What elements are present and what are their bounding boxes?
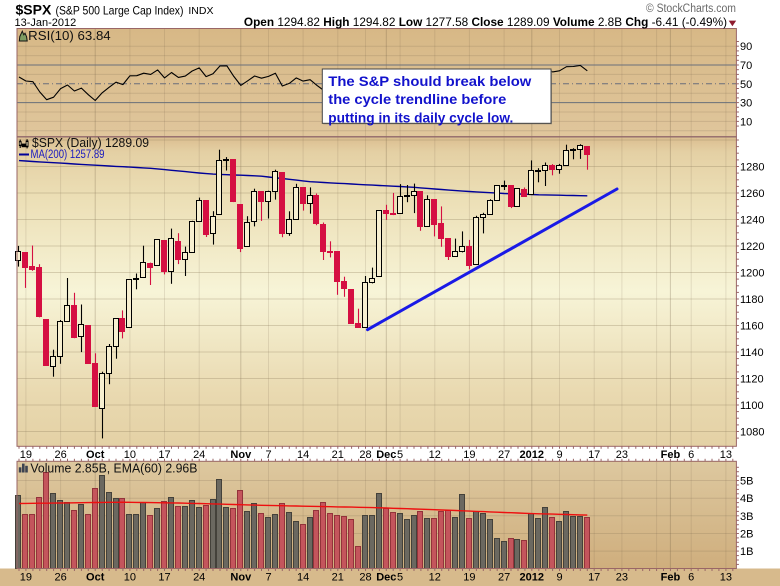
svg-text:28: 28 <box>359 449 371 461</box>
svg-text:19: 19 <box>20 449 32 461</box>
svg-text:7: 7 <box>265 449 271 461</box>
svg-text:6: 6 <box>688 449 694 461</box>
svg-text:6: 6 <box>688 572 694 584</box>
svg-text:9: 9 <box>556 572 562 584</box>
svg-text:10: 10 <box>124 572 136 584</box>
svg-text:90: 90 <box>740 41 752 53</box>
svg-text:17: 17 <box>158 572 170 584</box>
svg-text:24: 24 <box>193 449 205 461</box>
svg-text:putting in its daily cycle low: putting in its daily cycle low. <box>328 109 513 125</box>
svg-text:17: 17 <box>588 572 600 584</box>
svg-text:1220: 1220 <box>740 241 764 253</box>
svg-text:RSI(10) 63.84: RSI(10) 63.84 <box>28 29 111 43</box>
svg-text:INDX: INDX <box>188 5 213 17</box>
svg-text:27: 27 <box>498 572 510 584</box>
svg-text:1280: 1280 <box>740 162 764 174</box>
svg-text:14: 14 <box>297 449 309 461</box>
svg-text:Dec: Dec <box>376 572 396 584</box>
svg-text:23: 23 <box>616 572 628 584</box>
svg-text:$SPX (Daily) 1289.09: $SPX (Daily) 1289.09 <box>32 136 149 150</box>
svg-text:27: 27 <box>498 449 510 461</box>
svg-text:Nov: Nov <box>230 449 252 461</box>
svg-text:the cycle trendline before: the cycle trendline before <box>328 91 506 107</box>
svg-text:Nov: Nov <box>230 572 252 584</box>
svg-text:1B: 1B <box>740 546 753 558</box>
svg-text:5B: 5B <box>740 476 753 488</box>
svg-text:13: 13 <box>720 572 732 584</box>
svg-text:13-Jan-2012: 13-Jan-2012 <box>15 17 77 29</box>
svg-text:23: 23 <box>616 449 628 461</box>
svg-text:Oct: Oct <box>86 572 105 584</box>
svg-text:14: 14 <box>297 572 309 584</box>
svg-text:Feb: Feb <box>661 572 681 584</box>
svg-text:Oct: Oct <box>86 449 105 461</box>
svg-text:19: 19 <box>463 572 475 584</box>
svg-text:21: 21 <box>332 449 344 461</box>
svg-text:1260: 1260 <box>740 188 764 200</box>
svg-text:50: 50 <box>740 79 752 91</box>
svg-text:© StockCharts.com: © StockCharts.com <box>646 3 736 15</box>
svg-text:1080: 1080 <box>740 427 764 439</box>
svg-text:The S&P should break below: The S&P should break below <box>328 73 531 89</box>
svg-text:2012: 2012 <box>520 449 544 461</box>
svg-text:19: 19 <box>463 449 475 461</box>
svg-text:12: 12 <box>429 572 441 584</box>
svg-text:24: 24 <box>193 572 205 584</box>
svg-text:4B: 4B <box>740 493 753 505</box>
svg-text:5: 5 <box>397 449 403 461</box>
svg-text:$SPX: $SPX <box>16 1 52 17</box>
svg-text:21: 21 <box>332 572 344 584</box>
svg-text:1120: 1120 <box>740 374 764 386</box>
svg-text:26: 26 <box>54 572 66 584</box>
svg-text:9: 9 <box>556 449 562 461</box>
svg-text:19: 19 <box>20 572 32 584</box>
svg-text:2B: 2B <box>740 529 753 541</box>
svg-text:Dec: Dec <box>376 449 396 461</box>
svg-text:17: 17 <box>588 449 600 461</box>
svg-text:(S&P 500 Large Cap Index): (S&P 500 Large Cap Index) <box>56 3 184 17</box>
svg-text:28: 28 <box>359 572 371 584</box>
svg-text:Open 1294.82 High 1294.82 Low: Open 1294.82 High 1294.82 Low 1277.58 Cl… <box>244 15 727 29</box>
svg-text:10: 10 <box>124 449 136 461</box>
svg-text:12: 12 <box>429 449 441 461</box>
svg-text:26: 26 <box>54 449 66 461</box>
svg-text:Feb: Feb <box>661 449 681 461</box>
svg-text:2012: 2012 <box>520 572 544 584</box>
svg-text:1200: 1200 <box>740 268 764 280</box>
svg-text:1240: 1240 <box>740 215 764 227</box>
svg-text:10: 10 <box>740 116 752 128</box>
svg-text:1100: 1100 <box>740 400 764 412</box>
svg-text:13: 13 <box>720 449 732 461</box>
svg-text:1180: 1180 <box>740 294 764 306</box>
svg-text:17: 17 <box>158 449 170 461</box>
svg-text:1140: 1140 <box>740 347 764 359</box>
svg-text:30: 30 <box>740 98 752 110</box>
svg-text:5: 5 <box>397 572 403 584</box>
svg-text:Volume 2.85B, EMA(60) 2.96B: Volume 2.85B, EMA(60) 2.96B <box>30 462 197 476</box>
svg-text:70: 70 <box>740 60 752 72</box>
svg-text:1160: 1160 <box>740 321 764 333</box>
svg-text:MA(200) 1257.89: MA(200) 1257.89 <box>31 149 105 161</box>
svg-text:7: 7 <box>265 572 271 584</box>
svg-text:3B: 3B <box>740 511 753 523</box>
